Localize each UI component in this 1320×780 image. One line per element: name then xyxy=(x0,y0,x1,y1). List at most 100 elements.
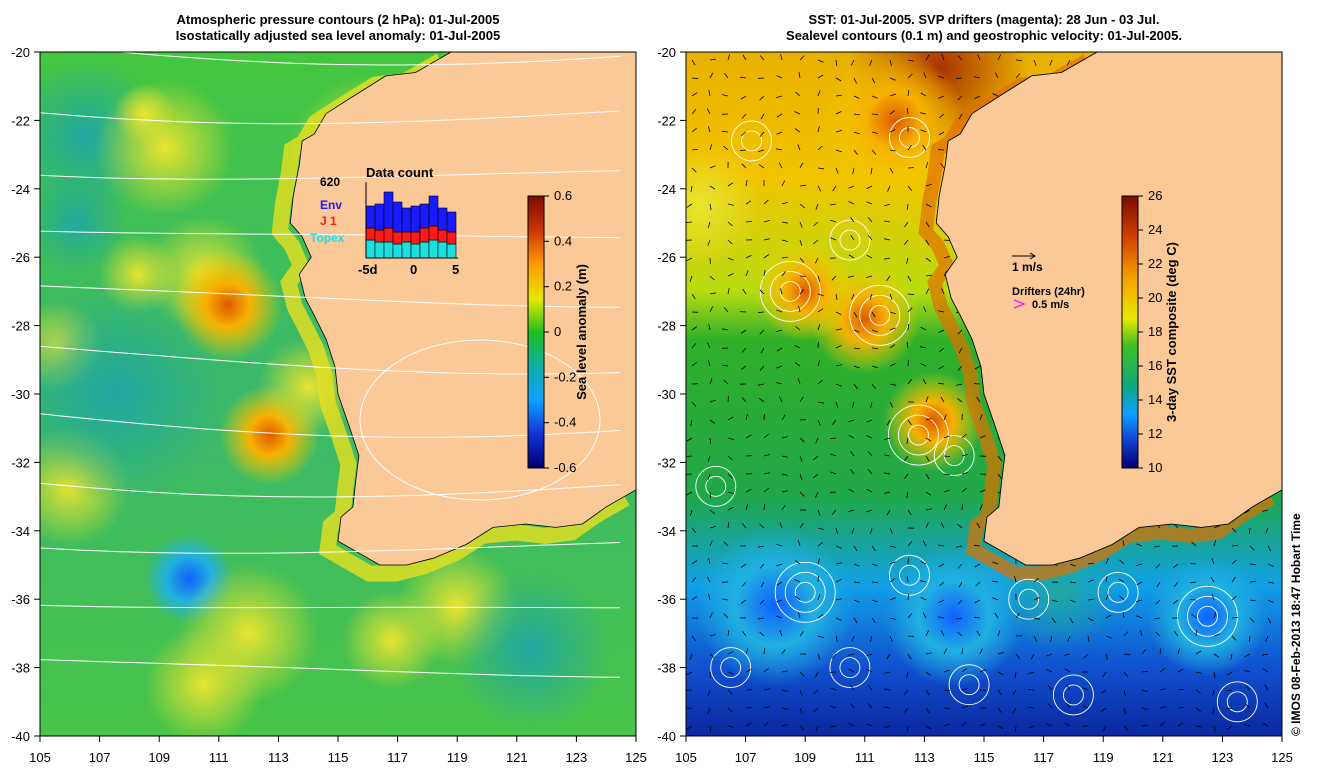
data-count-bar-topex xyxy=(419,241,430,259)
lat-tick-label: -32 xyxy=(657,455,676,470)
right-title: SST: 01-Jul-2005. SVP drifters (magenta)… xyxy=(686,12,1282,44)
left-colorbar-ramp xyxy=(527,195,545,469)
pressure-contours xyxy=(40,52,621,678)
lat-tick-label: -36 xyxy=(657,592,676,607)
data-count-bars xyxy=(365,191,457,259)
data-count-bar-topex xyxy=(383,241,394,259)
lat-tick-label: -36 xyxy=(11,592,30,607)
lon-tick-label: 109 xyxy=(148,750,170,765)
drifters-key-arrow xyxy=(1013,299,1026,309)
lon-tick-label: 121 xyxy=(1152,750,1174,765)
data-count-bar-env xyxy=(374,203,385,231)
credit-text: © IMOS 08-Feb-2013 18:47 Hobart Time xyxy=(1289,513,1303,736)
data-count-bar-env xyxy=(437,207,448,231)
right-colorbar-ramp xyxy=(1121,195,1139,469)
colorbar-tick-label: 26 xyxy=(1148,188,1162,203)
sealevel-contours xyxy=(695,117,1258,723)
data-count-bar-topex xyxy=(410,243,421,259)
data-count-title: Data count xyxy=(366,165,434,180)
lat-tick-label: -20 xyxy=(657,45,676,60)
data-count-bar-j1 xyxy=(374,229,385,243)
data-count-bar-env xyxy=(401,207,412,233)
lat-tick-label: -32 xyxy=(11,455,30,470)
axes: 105 107 109 111 113 115 117 119 121 123 125-20-22-… xyxy=(11,45,1293,765)
drifters-title: Drifters (24hr) xyxy=(1012,286,1085,298)
lon-tick-label: 125 xyxy=(625,750,647,765)
lon-tick-label: 105 xyxy=(29,750,51,765)
drifters-key-label: 0.5 m/s xyxy=(1032,299,1069,311)
data-count-bar-j1 xyxy=(383,227,394,243)
velocity-key-arrowhead xyxy=(1029,252,1036,260)
data-count-bar-env xyxy=(365,205,376,229)
lon-tick-label: 113 xyxy=(914,750,935,765)
data-count-max: 620 xyxy=(320,175,340,189)
colorbar-tick-label: 0 xyxy=(554,324,561,339)
colorbar-tick-label: 12 xyxy=(1148,426,1162,441)
left-title-line1: Atmospheric pressure contours (2 hPa): 0… xyxy=(176,12,500,27)
colorbar-tick-label: -0.6 xyxy=(554,460,576,475)
lon-tick-label: 113 xyxy=(268,750,289,765)
data-count-bar-j1 xyxy=(401,231,412,243)
lat-tick-label: -34 xyxy=(657,524,676,539)
data-count-bar-topex xyxy=(401,241,412,259)
data-count-bar-env xyxy=(419,203,430,229)
lon-tick-label: 107 xyxy=(735,750,757,765)
data-count-inset: Data count 620 Env J 1 Topex -5d 0 5 xyxy=(310,165,459,277)
lat-tick-label: -24 xyxy=(11,182,30,197)
data-count-bar-env xyxy=(383,191,394,229)
data-count-bar-j1 xyxy=(428,225,439,241)
lon-tick-label: 119 xyxy=(1093,750,1114,765)
lat-tick-label: -30 xyxy=(657,387,676,402)
colorbar-tick-label: 18 xyxy=(1148,324,1162,339)
colorbar-tick-label: 10 xyxy=(1148,460,1162,475)
left-title-line2: Isostatically adjusted sea level anomaly… xyxy=(175,28,501,43)
data-count-bar-env xyxy=(392,201,403,233)
data-count-bar-topex xyxy=(392,243,403,259)
left-colorbar: 0.6 0.4 0.2 0 -0.2 -0.4 -0.6 Sea level anomaly… xyxy=(527,188,589,475)
colorbar-tick-label: -0.2 xyxy=(554,369,576,384)
geostrophic-velocity-arrows xyxy=(686,52,1282,733)
lat-tick-label: -20 xyxy=(11,45,30,60)
right-title-line1: SST: 01-Jul-2005. SVP drifters (magenta)… xyxy=(808,12,1160,27)
left-colorbar-ticks: 0.6 0.4 0.2 0 -0.2 -0.4 -0.6 xyxy=(544,188,576,475)
lon-tick-label: 125 xyxy=(1271,750,1293,765)
lat-tick-label: -28 xyxy=(657,319,676,334)
data-count-bar-topex xyxy=(437,241,448,259)
lat-tick-label: -26 xyxy=(11,250,30,265)
data-count-bar-env xyxy=(428,195,439,227)
lon-tick-label: 123 xyxy=(566,750,588,765)
right-colorbar: 26 24 22 20 18 16 14 12 10 3-day SST composite (… xyxy=(1121,188,1179,475)
data-count-xtick-1: 0 xyxy=(410,262,417,277)
left-title: Atmospheric pressure contours (2 hPa): 0… xyxy=(40,12,636,44)
lat-tick-label: -22 xyxy=(11,113,30,128)
data-count-bar-j1 xyxy=(446,231,457,245)
lat-tick-label: -38 xyxy=(11,661,30,676)
lon-tick-label: 115 xyxy=(974,750,995,765)
lon-tick-label: 109 xyxy=(794,750,816,765)
lat-tick-label: -26 xyxy=(657,250,676,265)
leeuwin-current xyxy=(918,54,1276,581)
lon-tick-label: 117 xyxy=(1033,750,1054,765)
velocity-key-label: 1 m/s xyxy=(1012,260,1043,274)
data-count-bar-j1 xyxy=(419,227,430,243)
data-count-xtick-2: 5 xyxy=(452,262,459,277)
data-count-xtick-0: -5d xyxy=(358,262,378,277)
lat-tick-label: -28 xyxy=(11,319,30,334)
lon-tick-label: 121 xyxy=(506,750,528,765)
colorbar-tick-label: 0.4 xyxy=(554,233,572,248)
data-count-bar-j1 xyxy=(365,227,376,241)
colorbar-tick-label: 16 xyxy=(1148,358,1162,373)
legend-j1: J 1 xyxy=(320,214,337,228)
lon-tick-label: 111 xyxy=(855,750,875,765)
right-colorbar-ticks: 26 24 22 20 18 16 14 12 10 xyxy=(1138,188,1162,475)
data-count-bar-topex xyxy=(428,239,439,259)
data-count-bar-j1 xyxy=(392,231,403,245)
lon-tick-label: 111 xyxy=(209,750,229,765)
colorbar-tick-label: 20 xyxy=(1148,290,1162,305)
lat-tick-label: -22 xyxy=(657,113,676,128)
lat-tick-label: -40 xyxy=(11,729,30,744)
colorbar-tick-label: 24 xyxy=(1148,222,1162,237)
legend-topex: Topex xyxy=(310,231,345,245)
lon-tick-label: 115 xyxy=(328,750,349,765)
